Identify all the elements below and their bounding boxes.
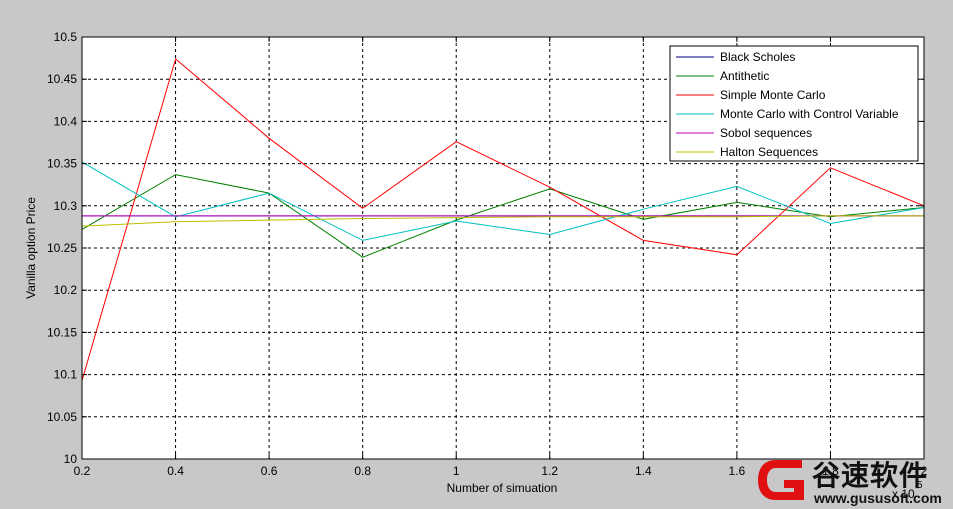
watermark-title: 谷速软件 <box>812 459 929 492</box>
watermark-url: www.gususoft.com <box>814 490 942 506</box>
y-axis-label: Vanilla option Price <box>24 197 38 299</box>
x-tick-label: 1 <box>453 464 460 478</box>
legend-label-black-scholes: Black Scholes <box>720 50 795 64</box>
x-tick-label: 1.4 <box>635 464 652 478</box>
x-tick-label: 0.6 <box>261 464 278 478</box>
y-tick-label: 10.2 <box>54 283 78 297</box>
y-tick-label: 10.45 <box>47 72 77 86</box>
x-tick-label: 1.8 <box>822 464 839 478</box>
series-line-monte-carlo-with-control-variable <box>81 161 925 241</box>
axis-ticks: 0.2 0.4 0.6 0.8 1 1.2 1.4 1.6 1.8 2 10 10.05 10.1 10.… <box>47 30 928 478</box>
x-tick-label: 1.2 <box>541 464 558 478</box>
series-lines <box>81 58 925 381</box>
y-tick-label: 10.4 <box>54 114 78 128</box>
legend: Black Scholes Antithetic Simple Monte Carl… <box>669 45 919 162</box>
y-tick-label: 10.15 <box>47 325 77 339</box>
legend-label-sobol-sequences: Sobol sequences <box>720 126 812 140</box>
x-tick-label: 2 <box>921 464 928 478</box>
x-exponent-label: x 10 <box>892 487 915 501</box>
y-tick-label: 10.3 <box>54 199 78 213</box>
series-line-simple-monte-carlo <box>81 58 925 381</box>
grid-lines <box>82 37 924 459</box>
x-tick-label: 1.6 <box>729 464 746 478</box>
gususoft-logo <box>758 460 804 500</box>
legend-label-simple-monte-carlo: Simple Monte Carlo <box>720 88 826 102</box>
y-tick-label: 10.1 <box>54 368 78 382</box>
y-tick-label: 10.35 <box>47 157 77 171</box>
x-axis-label: Number of simuation <box>447 481 558 495</box>
x-tick-label: 0.4 <box>167 464 184 478</box>
x-tick-label: 0.2 <box>74 464 91 478</box>
legend-box <box>669 45 919 162</box>
y-tick-label: 10.5 <box>54 30 78 44</box>
legend-label-monte-carlo-with-control-variable: Monte Carlo with Control Variable <box>720 107 899 121</box>
x-tick-label: 0.8 <box>354 464 371 478</box>
y-tick-label: 10.25 <box>47 241 77 255</box>
y-tick-label: 10 <box>64 452 78 466</box>
legend-label-halton-sequences: Halton Sequences <box>720 145 818 159</box>
watermark: 谷速软件 www.gususoft.com <box>752 452 953 509</box>
x-exponent-power: 5 <box>917 480 923 491</box>
y-tick-label: 10.05 <box>47 410 77 424</box>
series-line-halton-sequences <box>81 215 924 227</box>
legend-label-antithetic: Antithetic <box>720 69 769 83</box>
series-line-antithetic <box>81 174 925 258</box>
